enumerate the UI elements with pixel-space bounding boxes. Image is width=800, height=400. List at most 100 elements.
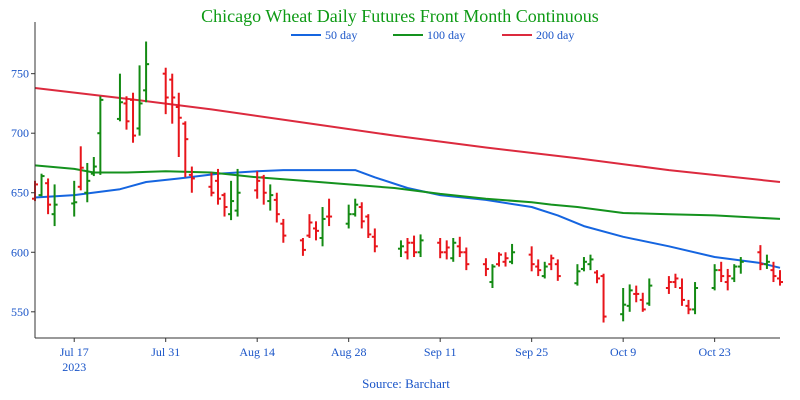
ohlc-bar <box>587 254 594 271</box>
ohlc-bar <box>737 257 744 274</box>
ohlc-bar <box>437 237 444 259</box>
x-tick-label: Jul 17 <box>60 345 89 359</box>
ohlc-bar <box>260 174 267 205</box>
ohlc-bar <box>208 172 215 197</box>
ohlc-bar <box>463 247 470 271</box>
ohlc-bar <box>757 245 764 271</box>
series-line-1 <box>34 169 781 269</box>
ohlc-bar <box>692 282 699 315</box>
series-line-3 <box>34 87 781 183</box>
ohlc-bar <box>724 268 731 291</box>
x-tick-label: Jul 31 <box>151 345 180 359</box>
series-line-2 <box>34 164 781 220</box>
x-tick-label: Sep 11 <box>424 345 457 359</box>
x-tick-label: Aug 28 <box>331 345 367 359</box>
ohlc-bar <box>502 252 509 267</box>
ohlc-bar <box>143 41 150 103</box>
y-tick-label: 600 <box>11 245 29 259</box>
ohlc-bar <box>267 184 274 211</box>
ohlc-bar <box>326 198 333 227</box>
ohlc-bar <box>371 228 378 253</box>
x-tick-sublabel: 2023 <box>62 360 86 374</box>
ohlc-bar <box>417 234 424 258</box>
ohlc-bar <box>456 236 463 258</box>
ohlc-bar <box>672 273 679 288</box>
ohlc-bar <box>718 261 725 283</box>
x-tick-label: Sep 25 <box>515 345 548 359</box>
ohlc-bar <box>254 171 261 199</box>
ohlc-bar <box>162 67 169 115</box>
y-tick-label: 550 <box>11 305 29 319</box>
ohlc-bar <box>685 299 692 315</box>
y-tick-label: 700 <box>11 126 29 140</box>
ohlc-bar <box>711 264 718 291</box>
ohlc-bar <box>770 261 777 283</box>
ohlc-bar <box>130 92 137 143</box>
ohlc-bar <box>665 276 672 294</box>
ohlc-bar <box>594 270 601 284</box>
ohlc-bar <box>495 252 502 267</box>
ohlc-bar <box>71 180 78 217</box>
ohlc-bar <box>777 270 783 286</box>
x-tick-label: Oct 9 <box>610 345 636 359</box>
ohlc-bar <box>169 73 176 124</box>
ohlc-bar <box>763 254 770 269</box>
ohlc-bar <box>352 198 359 217</box>
ohlc-bar <box>358 202 365 229</box>
series-layer <box>34 87 781 269</box>
ohlc-bar <box>535 259 542 277</box>
ohlc-bar <box>136 65 143 136</box>
ohlc-bar <box>443 240 450 260</box>
chart-title: Chicago Wheat Daily Futures Front Month … <box>201 6 599 26</box>
ohlc-bar <box>228 180 235 221</box>
legend: 50 day 100 day 200 day <box>291 28 574 42</box>
ohlc-bar <box>51 184 58 227</box>
ohlc-bar <box>273 192 280 223</box>
ohlc-bar <box>509 243 516 265</box>
ohlc-bar <box>731 264 738 283</box>
ohlc-bar <box>123 96 130 130</box>
y-tick-label: 650 <box>11 186 29 200</box>
legend-label-2: 100 day <box>427 28 465 42</box>
ohlc-bar <box>214 168 221 205</box>
ohlc-bar <box>306 214 313 238</box>
ohlc-bar <box>450 237 457 262</box>
ohlc-bar <box>528 246 535 272</box>
ohlc-bar <box>646 278 653 306</box>
ohlc-bar <box>280 218 287 243</box>
ohlc-bar <box>580 257 587 272</box>
ohlc-bar <box>365 214 372 238</box>
ohlc-bar <box>554 259 561 281</box>
ohlc-bar <box>633 285 640 303</box>
ohlc-bar <box>404 237 411 260</box>
ohlc-bar <box>97 96 104 175</box>
x-tick-label: Oct 23 <box>698 345 730 359</box>
ohlc-bar <box>299 237 306 256</box>
ohlc-bar <box>77 146 84 191</box>
ohlc-bar <box>319 207 326 247</box>
ohlc-bar <box>38 173 45 197</box>
ohlc-bar <box>345 204 352 229</box>
ohlc-bar <box>489 264 496 288</box>
ohlc-bar <box>188 166 195 193</box>
ohlc-bar <box>182 121 189 178</box>
ohlc-bar <box>116 73 123 122</box>
source-label: Source: Barchart <box>362 376 450 391</box>
ohlc-bar <box>221 192 228 217</box>
legend-label-3: 200 day <box>536 28 574 42</box>
ohlc-bar <box>175 92 182 158</box>
ohlc-bar <box>678 278 685 306</box>
ohlc-bar <box>626 284 633 312</box>
ohlc-bar <box>90 157 97 177</box>
ohlc-bar <box>84 162 91 203</box>
ohlc-layer <box>32 41 783 323</box>
ohlc-bar <box>639 292 646 312</box>
ohlc-bar <box>574 264 581 286</box>
ohlc-bar <box>600 273 607 323</box>
ohlc-bar <box>411 235 418 258</box>
ohlc-bar <box>397 240 404 258</box>
ohlc-bar <box>45 178 52 215</box>
